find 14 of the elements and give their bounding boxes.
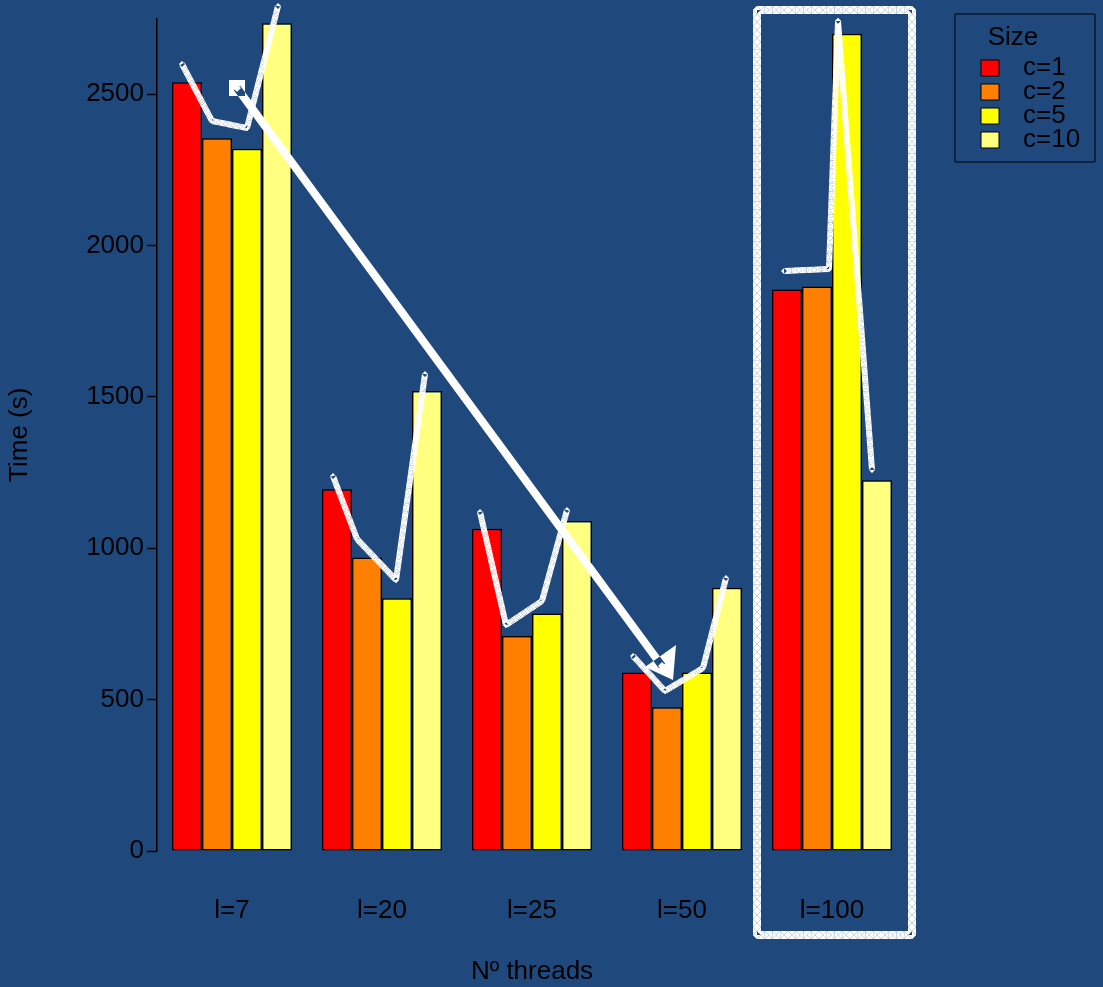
- legend-title: Size: [987, 21, 1039, 52]
- x-tick-label: l=25: [507, 893, 557, 924]
- y-tick-label: 2500: [86, 77, 144, 108]
- y-tick-label: 1500: [86, 380, 144, 411]
- x-axis-title: Nº threads: [470, 954, 594, 985]
- y-tick-label: 500: [100, 682, 144, 713]
- y-tick-label: 0: [129, 834, 144, 865]
- x-tick-label: l=100: [799, 893, 865, 924]
- y-axis-title: Time (s): [2, 387, 33, 482]
- x-tick-label: l=50: [657, 893, 707, 924]
- x-tick-label: l=20: [357, 893, 407, 924]
- x-tick-label: l=7: [214, 893, 250, 924]
- y-tick-label: 1000: [86, 531, 144, 562]
- y-tick-label: 2000: [86, 228, 144, 259]
